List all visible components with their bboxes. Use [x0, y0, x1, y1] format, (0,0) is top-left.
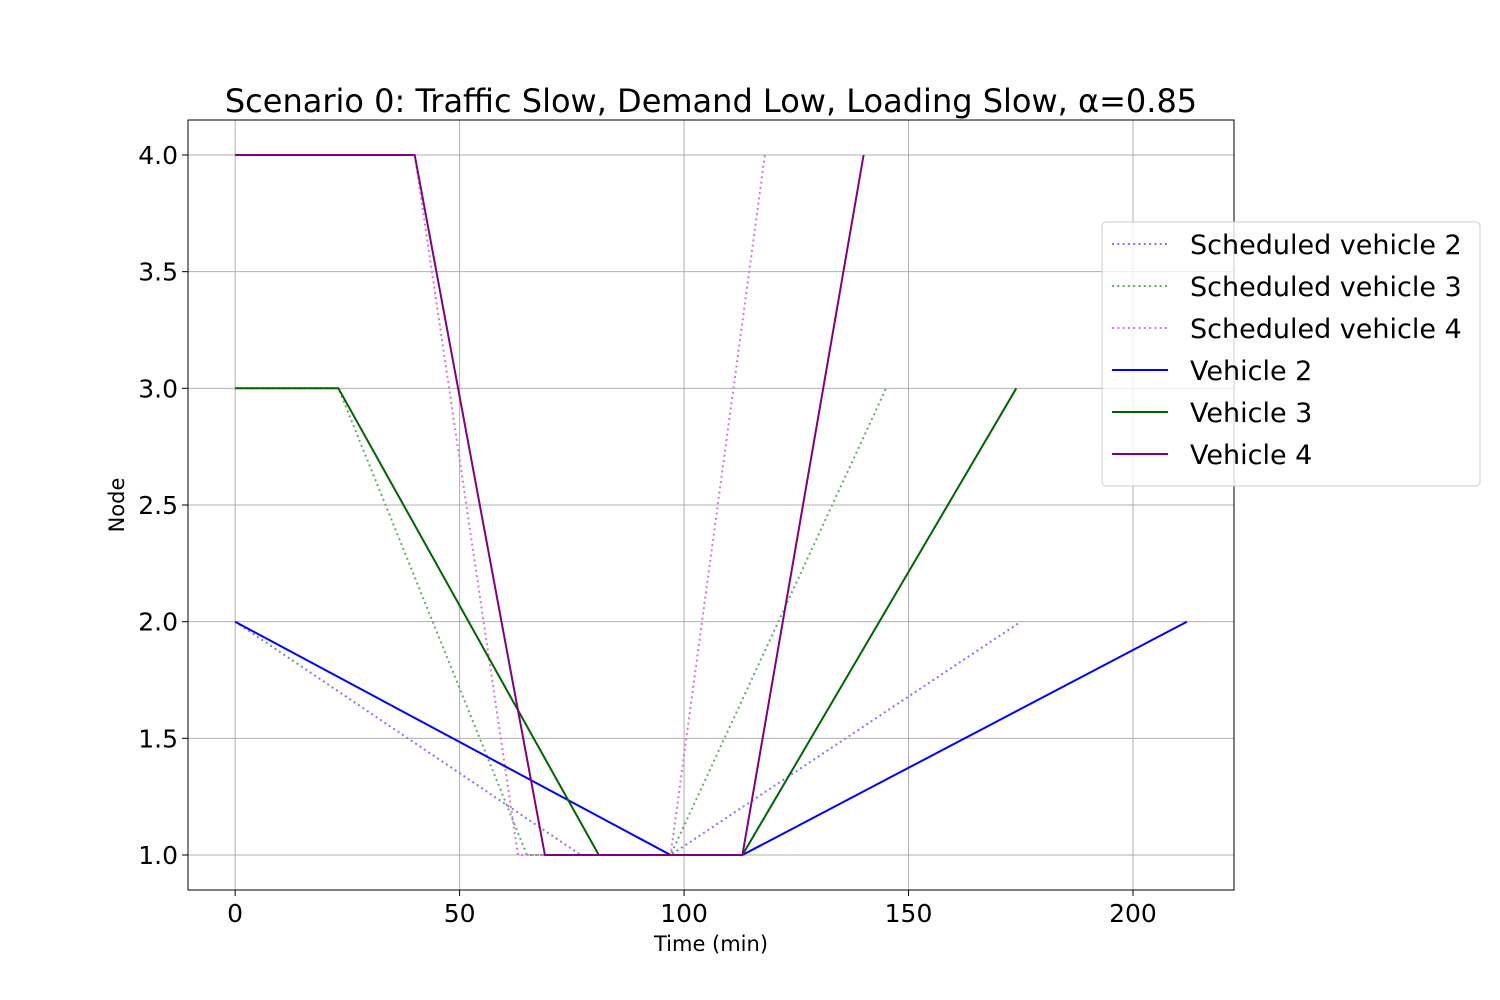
legend-label: Scheduled vehicle 2	[1190, 230, 1462, 261]
y-tick-label: 1.5	[138, 724, 178, 753]
y-tick-label: 2.0	[138, 608, 178, 637]
grid-lines	[188, 120, 1234, 890]
y-tick-label: 2.5	[138, 491, 178, 520]
chart-title: Scenario 0: Traffic Slow, Demand Low, Lo…	[225, 82, 1197, 120]
legend-label: Vehicle 2	[1190, 356, 1312, 387]
axis-ticks: 0 50 100 150 200 1.0 1.5 2.0 2.5 3.0 3.5 4.0	[138, 141, 1157, 928]
x-axis-label: Time (min)	[653, 932, 768, 956]
legend-label: Vehicle 4	[1190, 440, 1312, 471]
y-tick-label: 3.0	[138, 374, 178, 403]
x-tick-label: 150	[885, 899, 933, 928]
series-line-vehicle-4	[235, 154, 865, 856]
x-tick-label: 100	[660, 899, 708, 928]
x-tick-label: 0	[227, 899, 243, 928]
y-tick-label: 4.0	[138, 141, 178, 170]
legend-label: Scheduled vehicle 4	[1190, 314, 1462, 345]
legend-box	[1101, 221, 1481, 487]
y-tick-label: 3.5	[138, 258, 178, 287]
y-tick-label: 1.0	[138, 841, 178, 870]
legend: Scheduled vehicle 2 Scheduled vehicle 3 Sc…	[1101, 221, 1481, 487]
series-lines	[234, 154, 1188, 856]
y-axis-label: Node	[105, 478, 129, 533]
legend-label: Scheduled vehicle 3	[1190, 272, 1462, 303]
x-tick-label: 50	[444, 899, 476, 928]
legend-label: Vehicle 3	[1190, 398, 1312, 429]
x-tick-label: 200	[1109, 899, 1157, 928]
